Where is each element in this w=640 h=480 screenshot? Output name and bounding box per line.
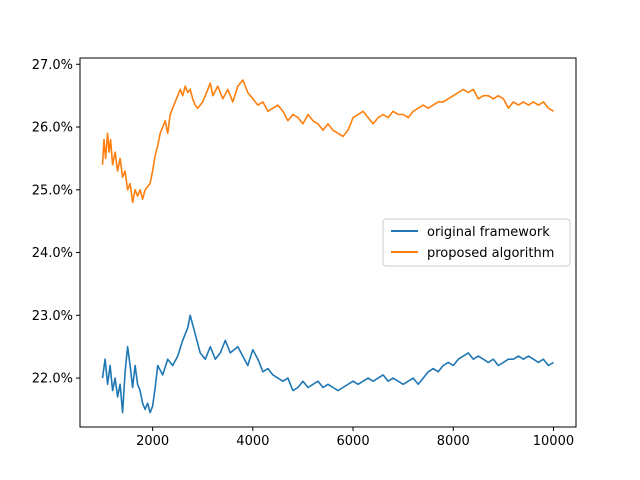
series-line-proposed-algorithm bbox=[101, 79, 554, 204]
series-line-original-framework bbox=[101, 314, 554, 414]
y-tick-label: 24.0% bbox=[32, 246, 73, 261]
legend: original framework proposed algorithm bbox=[382, 218, 571, 267]
x-tick-label: 4000 bbox=[236, 434, 269, 449]
plot-frame bbox=[79, 57, 577, 428]
y-tick-label: 22.0% bbox=[32, 372, 73, 387]
series-layer bbox=[101, 79, 554, 414]
y-tick-label: 25.0% bbox=[32, 183, 73, 198]
y-tick-label: 26.0% bbox=[32, 121, 73, 136]
y-tick-label: 27.0% bbox=[32, 58, 73, 73]
x-tick-label: 10000 bbox=[533, 434, 574, 449]
legend-box bbox=[382, 218, 571, 267]
x-axis: 2000 4000 6000 8000 10000 bbox=[136, 427, 574, 449]
y-tick-label: 23.0% bbox=[32, 309, 73, 324]
y-axis: 22.0% 23.0% 24.0% 25.0% 26.0% 27.0% bbox=[32, 58, 80, 387]
x-tick-label: 6000 bbox=[337, 434, 370, 449]
x-tick-label: 8000 bbox=[437, 434, 470, 449]
legend-label-original-framework: original framework bbox=[427, 225, 550, 240]
legend-label-proposed-algorithm: proposed algorithm bbox=[427, 246, 554, 261]
x-tick-label: 2000 bbox=[136, 434, 169, 449]
